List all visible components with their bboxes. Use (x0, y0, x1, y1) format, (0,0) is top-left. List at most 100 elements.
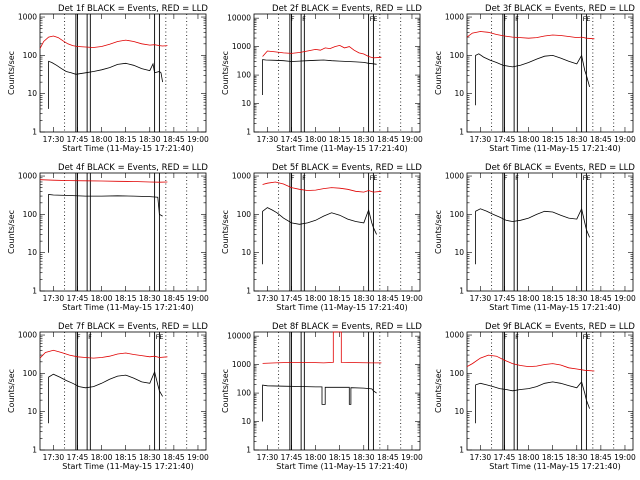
x-tick-label: 18:15 (115, 294, 137, 303)
panel-title: Det 8f BLACK = Events, RED = LLD (272, 322, 422, 332)
x-tick-label: 18:30 (353, 135, 375, 144)
y-tick-label: 100 (23, 210, 38, 219)
x-tick-label: 17:45 (67, 453, 89, 462)
x-tick-label: 18:00 (91, 294, 113, 303)
x-tick-label: 17:30 (470, 294, 492, 303)
x-tick-label: 17:45 (494, 453, 516, 462)
events-series-line (475, 207, 590, 265)
y-axis-label: Counts/sec (434, 369, 443, 413)
events-series-line (262, 59, 377, 95)
x-tick-label: 19:00 (614, 135, 636, 144)
x-tick-label: 18:00 (518, 453, 540, 462)
panel-det-5: Det 5f BLACK = Events, RED = LLD 1 10 100 10… (221, 163, 423, 312)
y-axis-label: Counts/sec (221, 210, 230, 254)
marker-flag: F (291, 15, 295, 23)
plot-frame (39, 172, 207, 292)
lld-series-line (466, 31, 595, 40)
y-tick-label: 100 (450, 369, 465, 378)
y-tick-label: 10000 (227, 332, 251, 341)
lld-series-line (262, 181, 382, 193)
x-tick-label: 18:00 (305, 135, 327, 144)
x-tick-label: 18:00 (518, 294, 540, 303)
y-axis-label: Counts/sec (434, 51, 443, 95)
x-tick-label: 18:15 (329, 135, 351, 144)
x-tick-label: 19:00 (187, 135, 209, 144)
plot-frame (466, 331, 634, 451)
y-tick-label: 1 (32, 287, 37, 296)
x-tick-label: 17:30 (257, 135, 279, 144)
x-tick-label: 17:30 (43, 135, 65, 144)
y-tick-label: 1 (246, 128, 251, 137)
x-tick-label: 18:45 (163, 294, 185, 303)
events-series-line (475, 53, 590, 106)
x-tick-label: 18:15 (542, 294, 564, 303)
y-tick-label: 100 (23, 51, 38, 60)
y-axis-label: Counts/sec (7, 210, 16, 254)
x-tick-label: 18:45 (590, 294, 612, 303)
y-tick-label: 1 (459, 287, 464, 296)
x-tick-label: 18:15 (115, 135, 137, 144)
lld-series-line (262, 331, 382, 364)
x-tick-label: 17:45 (281, 135, 303, 144)
y-tick-label: 10 (27, 89, 37, 98)
x-tick-label: 18:45 (377, 453, 399, 462)
events-series-line (262, 207, 377, 265)
x-axis-label: Start Time (11-May-15 17:21:40) (489, 144, 620, 153)
lld-series-line (39, 349, 168, 359)
y-tick-label: 10 (454, 89, 464, 98)
marker-flag: F (302, 174, 306, 182)
panel-title: Det 7f BLACK = Events, RED = LLD (58, 322, 208, 332)
x-tick-label: 18:30 (139, 294, 161, 303)
x-tick-label: 17:30 (257, 294, 279, 303)
panel-title: Det 2f BLACK = Events, RED = LLD (272, 4, 422, 14)
y-tick-label: 1000 (445, 172, 464, 181)
y-axis-label: Counts/sec (7, 51, 16, 95)
y-tick-label: 1 (459, 446, 464, 455)
lld-series-line (466, 354, 595, 372)
panel-title: Det 5f BLACK = Events, RED = LLD (272, 163, 422, 173)
panel-det-9: Det 9f BLACK = Events, RED = LLD 1 10 100 10… (434, 322, 636, 471)
panel-det-2: Det 2f BLACK = Events, RED = LLD 1 10 100 10… (221, 4, 423, 153)
y-tick-label: 1 (459, 128, 464, 137)
x-tick-label: 18:00 (518, 135, 540, 144)
x-tick-label: 18:45 (377, 135, 399, 144)
plot-frame (253, 13, 421, 133)
panel-det-1: Det 1f BLACK = Events, RED = LLD 1 10 100 10… (7, 4, 209, 153)
x-axis-label: Start Time (11-May-15 17:21:40) (489, 462, 620, 471)
x-tick-label: 18:45 (590, 135, 612, 144)
x-tick-label: 18:15 (542, 135, 564, 144)
marker-flag: F (88, 333, 92, 341)
y-tick-label: 1000 (445, 331, 464, 340)
marker-flag: F (515, 174, 519, 182)
events-series-line (475, 381, 590, 424)
x-tick-label: 17:45 (67, 135, 89, 144)
x-tick-label: 17:45 (494, 294, 516, 303)
x-tick-label: 18:45 (163, 135, 185, 144)
x-tick-label: 19:00 (187, 453, 209, 462)
y-tick-label: 10 (27, 407, 37, 416)
panel-det-8: Det 8f BLACK = Events, RED = LLD 1 10 100 10… (221, 322, 423, 471)
plot-frame (39, 13, 207, 133)
x-tick-label: 18:45 (163, 453, 185, 462)
panel-title: Det 9f BLACK = Events, RED = LLD (485, 322, 635, 332)
panel-det-7: Det 7f BLACK = Events, RED = LLD 1 10 100 10… (7, 322, 209, 471)
plot-frame (253, 172, 421, 292)
y-tick-label: 1 (32, 128, 37, 137)
x-axis-label: Start Time (11-May-15 17:21:40) (276, 144, 407, 153)
panel-det-4: Det 4f BLACK = Events, RED = LLD 1 10 100 10… (7, 163, 209, 312)
x-tick-label: 17:30 (470, 453, 492, 462)
x-tick-label: 18:45 (590, 453, 612, 462)
y-tick-label: 1000 (232, 42, 251, 51)
marker-flag: FE (370, 174, 378, 182)
x-axis-label: Start Time (11-May-15 17:21:40) (276, 462, 407, 471)
y-tick-label: 100 (237, 71, 252, 80)
panel-title: Det 6f BLACK = Events, RED = LLD (485, 163, 635, 173)
x-tick-label: 18:45 (377, 294, 399, 303)
y-tick-label: 10 (241, 417, 251, 426)
panel-title: Det 1f BLACK = Events, RED = LLD (58, 4, 208, 14)
y-axis-label: Counts/sec (434, 210, 443, 254)
y-tick-label: 10 (27, 248, 37, 257)
x-axis-label: Start Time (11-May-15 17:21:40) (489, 303, 620, 312)
marker-flag: F (504, 15, 508, 23)
y-axis-label: Counts/sec (221, 51, 230, 95)
